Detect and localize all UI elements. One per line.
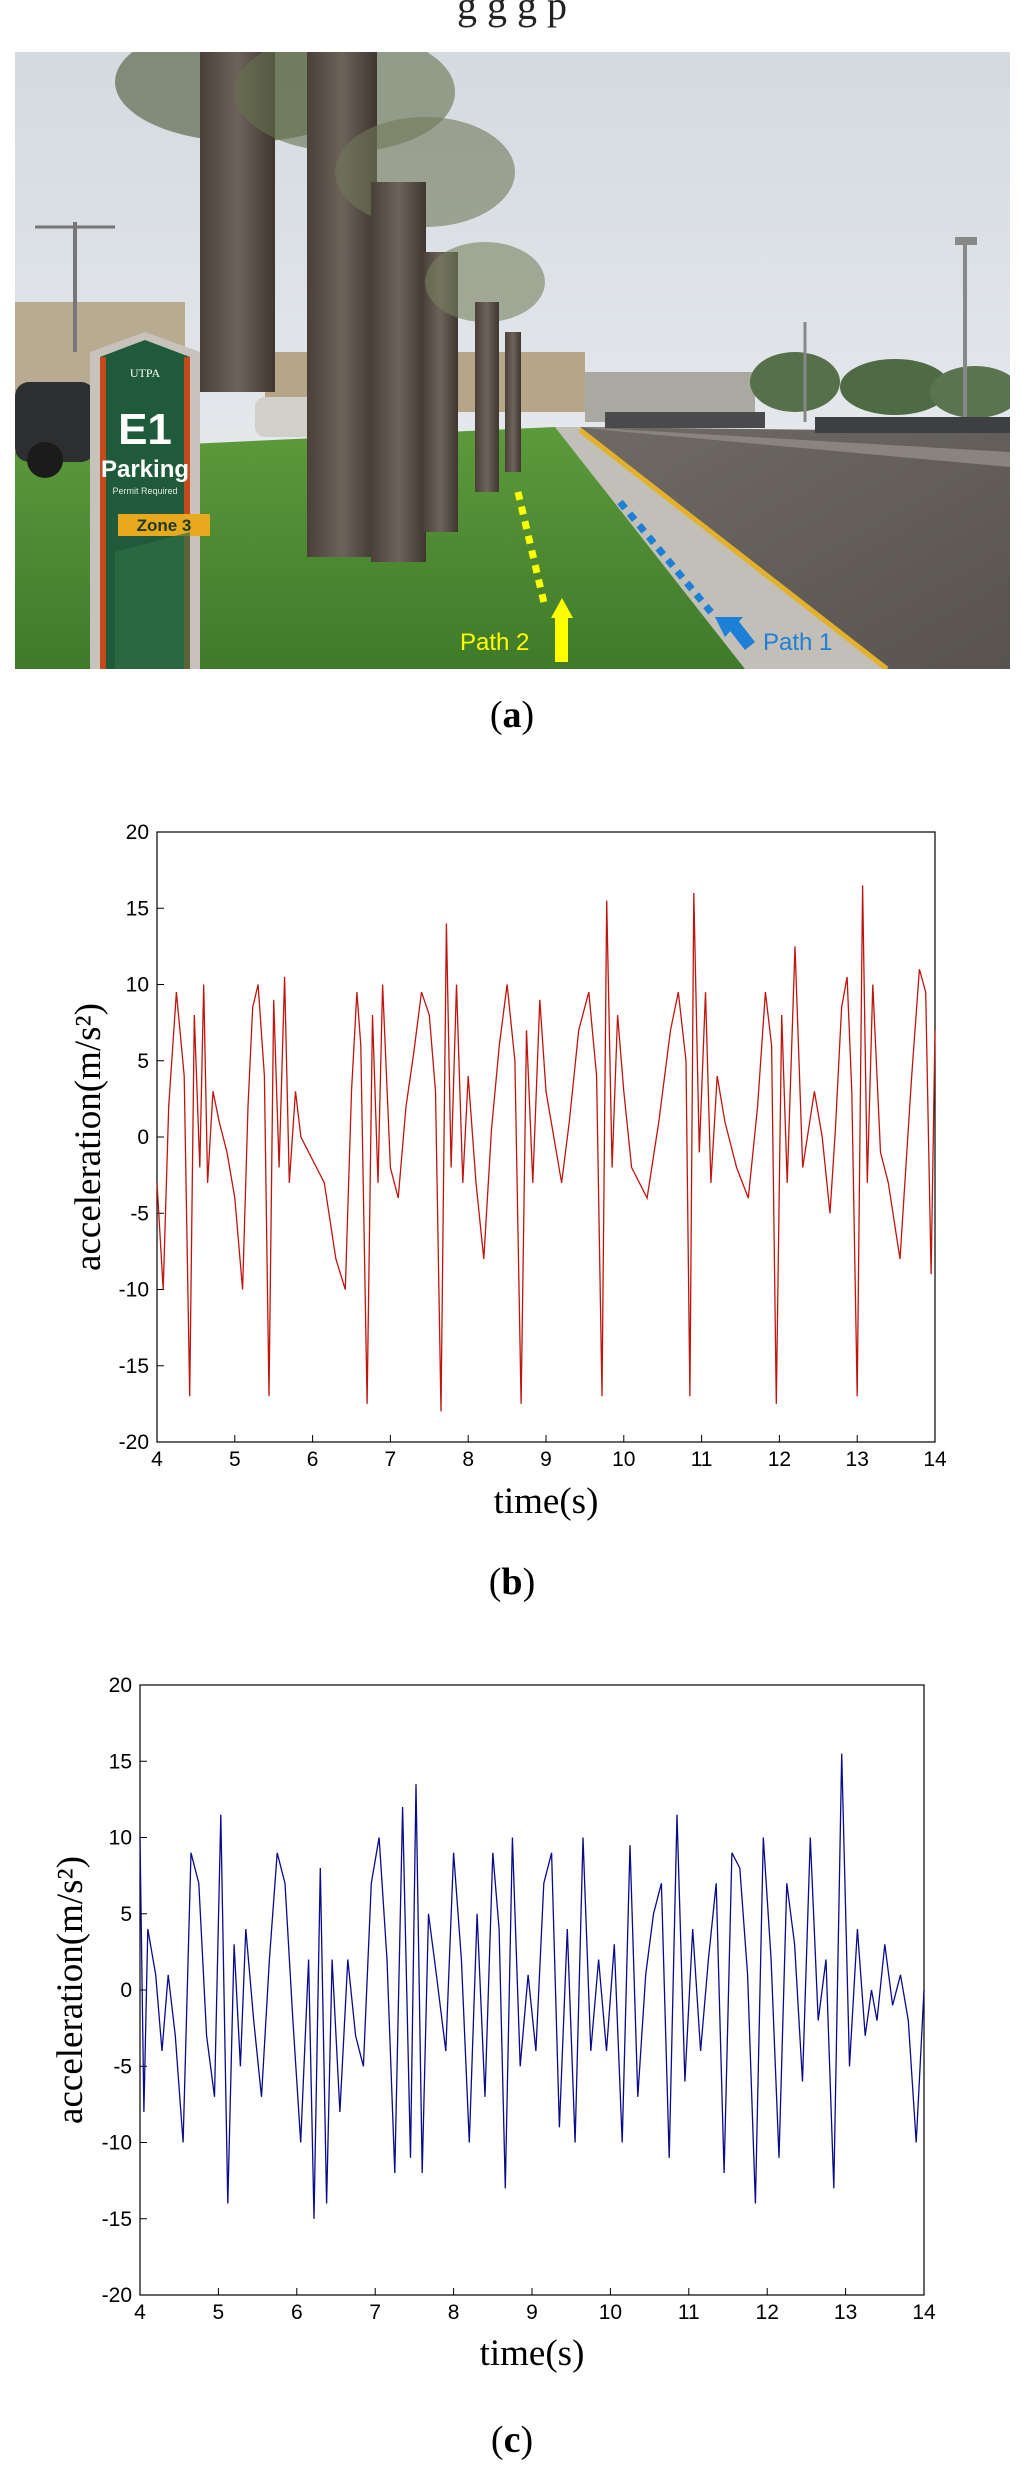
palm-trees: [115, 52, 545, 562]
top-text-fragment: g g g p: [457, 0, 567, 28]
chart-b-x-tick-label: 13: [846, 1448, 869, 1471]
sign-lot-number: E1: [118, 405, 172, 454]
chart-c-y-tick-label: 15: [109, 1750, 132, 1773]
chart-c-y-tick-label: -10: [102, 2132, 132, 2155]
chart-b-x-axis-title: time(s): [494, 1481, 599, 1522]
caption-b-letter: b: [501, 1561, 523, 1603]
chart-c-x-tick-label: 8: [448, 2301, 460, 2324]
chart-b-x-tick-label: 7: [385, 1448, 397, 1471]
chart-c-x-tick-label: 4: [134, 2301, 146, 2324]
caption-b: (b): [488, 1561, 536, 1603]
caption-a-letter: a: [502, 694, 522, 736]
caption-c-letter: c: [503, 2419, 521, 2461]
chart-b-x-tick-label: 11: [691, 1448, 713, 1471]
caption-a: (a): [489, 694, 535, 736]
chart-c-x-tick-label: 9: [526, 2301, 538, 2324]
chart-b-y-tick-label: 5: [137, 1050, 149, 1073]
chart-b-x-tick-label: 4: [151, 1448, 163, 1471]
chart-b-y-tick-label: 20: [126, 821, 149, 844]
chart-c-x-tick-label: 5: [213, 2301, 225, 2324]
chart-b-x-tick-label: 10: [612, 1448, 635, 1471]
path-2-marker: Path 2: [460, 491, 573, 662]
chart-c-plot-frame: [139, 1684, 925, 2296]
chart-b-y-tick-label: -5: [130, 1202, 149, 1225]
chart-b-y-tick-label: -15: [119, 1355, 149, 1378]
chart-c-x-axis-title: time(s): [480, 2333, 585, 2374]
chart-b-x-tick-label: 9: [540, 1448, 552, 1471]
chart-b-x-tick-label: 8: [462, 1448, 474, 1471]
chart-c: 4 5 6 7 8 9 10 11 12 13 14 20 15 10 5 0 -5 -10 -15 -20 time…: [0, 1655, 1024, 2395]
chart-c-y-tick-label: 10: [109, 1827, 132, 1850]
path-2-label: Path 2: [460, 629, 529, 656]
chart-b-x-tick-label: 12: [768, 1448, 791, 1471]
road: [580, 427, 1010, 669]
sidewalk: [555, 427, 885, 669]
chart-b-x-tick-label: 5: [229, 1448, 241, 1471]
campus-photo-drawing: UTPA E1 Parking Permit Required Zone 3 P…: [15, 52, 1010, 669]
sign-zone: Zone 3: [137, 516, 192, 535]
chart-c-series-line: [139, 1753, 925, 2219]
chart-c-x-tick-label: 6: [291, 2301, 303, 2324]
chart-c-y-tick-label: 20: [109, 1674, 132, 1697]
chart-b-y-tick-label: 0: [137, 1126, 149, 1149]
chart-b-x-tick-label: 6: [307, 1448, 319, 1471]
chart-c-y-tick-label: -15: [102, 2208, 132, 2231]
chart-b-series-line: [156, 885, 936, 1412]
chart-c-y-tick-label: -5: [113, 2055, 132, 2078]
parking-sign: UTPA E1 Parking Permit Required Zone 3: [90, 332, 210, 669]
path-1-marker: Path 1: [617, 499, 832, 656]
chart-c-x-tick-label: 14: [912, 2301, 936, 2324]
chart-b-y-tick-label: -20: [119, 1431, 149, 1454]
car-left: [15, 382, 95, 462]
chart-c-svg: 4 5 6 7 8 9 10 11 12 13 14 20 15 10 5 0 -5 -10 -15 -20 time…: [50, 1674, 936, 2374]
chart-c-x-tick-label: 10: [599, 2301, 622, 2324]
chart-c-y-tick-label: 0: [120, 1979, 132, 2002]
chart-b-plot-frame: [156, 831, 936, 1443]
chart-c-x-tick-label: 12: [756, 2301, 779, 2324]
campus-photo: UTPA E1 Parking Permit Required Zone 3 P…: [15, 52, 1010, 669]
chart-c-y-tick-label: -20: [102, 2284, 132, 2307]
sign-subtitle: Permit Required: [112, 486, 177, 496]
chart-b-y-tick-label: 10: [126, 974, 149, 997]
path-1-label: Path 1: [763, 629, 832, 656]
chart-b-y-axis-title: acceleration(m/s²): [68, 1003, 109, 1271]
sign-title: Parking: [101, 456, 189, 483]
chart-c-x-tick-label: 13: [834, 2301, 857, 2324]
chart-c-ticks: 4 5 6 7 8 9 10 11 12 13 14 20 15 10 5 0 -5 -10 -15 -20: [102, 1674, 936, 2324]
chart-b-x-tick-label: 14: [923, 1448, 947, 1471]
chart-c-x-tick-label: 7: [369, 2301, 381, 2324]
sign-logo: UTPA: [130, 366, 161, 380]
chart-c-y-axis-title: acceleration(m/s²): [50, 1856, 91, 2124]
chart-b: 4 5 6 7 8 9 10 11 12 13 14 20 15 10 5 0 -5 -10 -15 -20 time…: [0, 800, 1024, 1540]
chart-b-y-tick-label: -10: [119, 1279, 149, 1302]
chart-b-ticks: 4 5 6 7 8 9 10 11 12 13 14 20 15 10 5 0 -5 -10 -15 -20: [119, 821, 947, 1471]
chart-c-x-tick-label: 11: [678, 2301, 700, 2324]
chart-b-y-tick-label: 15: [126, 897, 149, 920]
chart-c-y-tick-label: 5: [120, 1903, 132, 1926]
caption-c: (c): [490, 2419, 534, 2461]
chart-b-svg: 4 5 6 7 8 9 10 11 12 13 14 20 15 10 5 0 -5 -10 -15 -20 time…: [68, 821, 947, 1522]
